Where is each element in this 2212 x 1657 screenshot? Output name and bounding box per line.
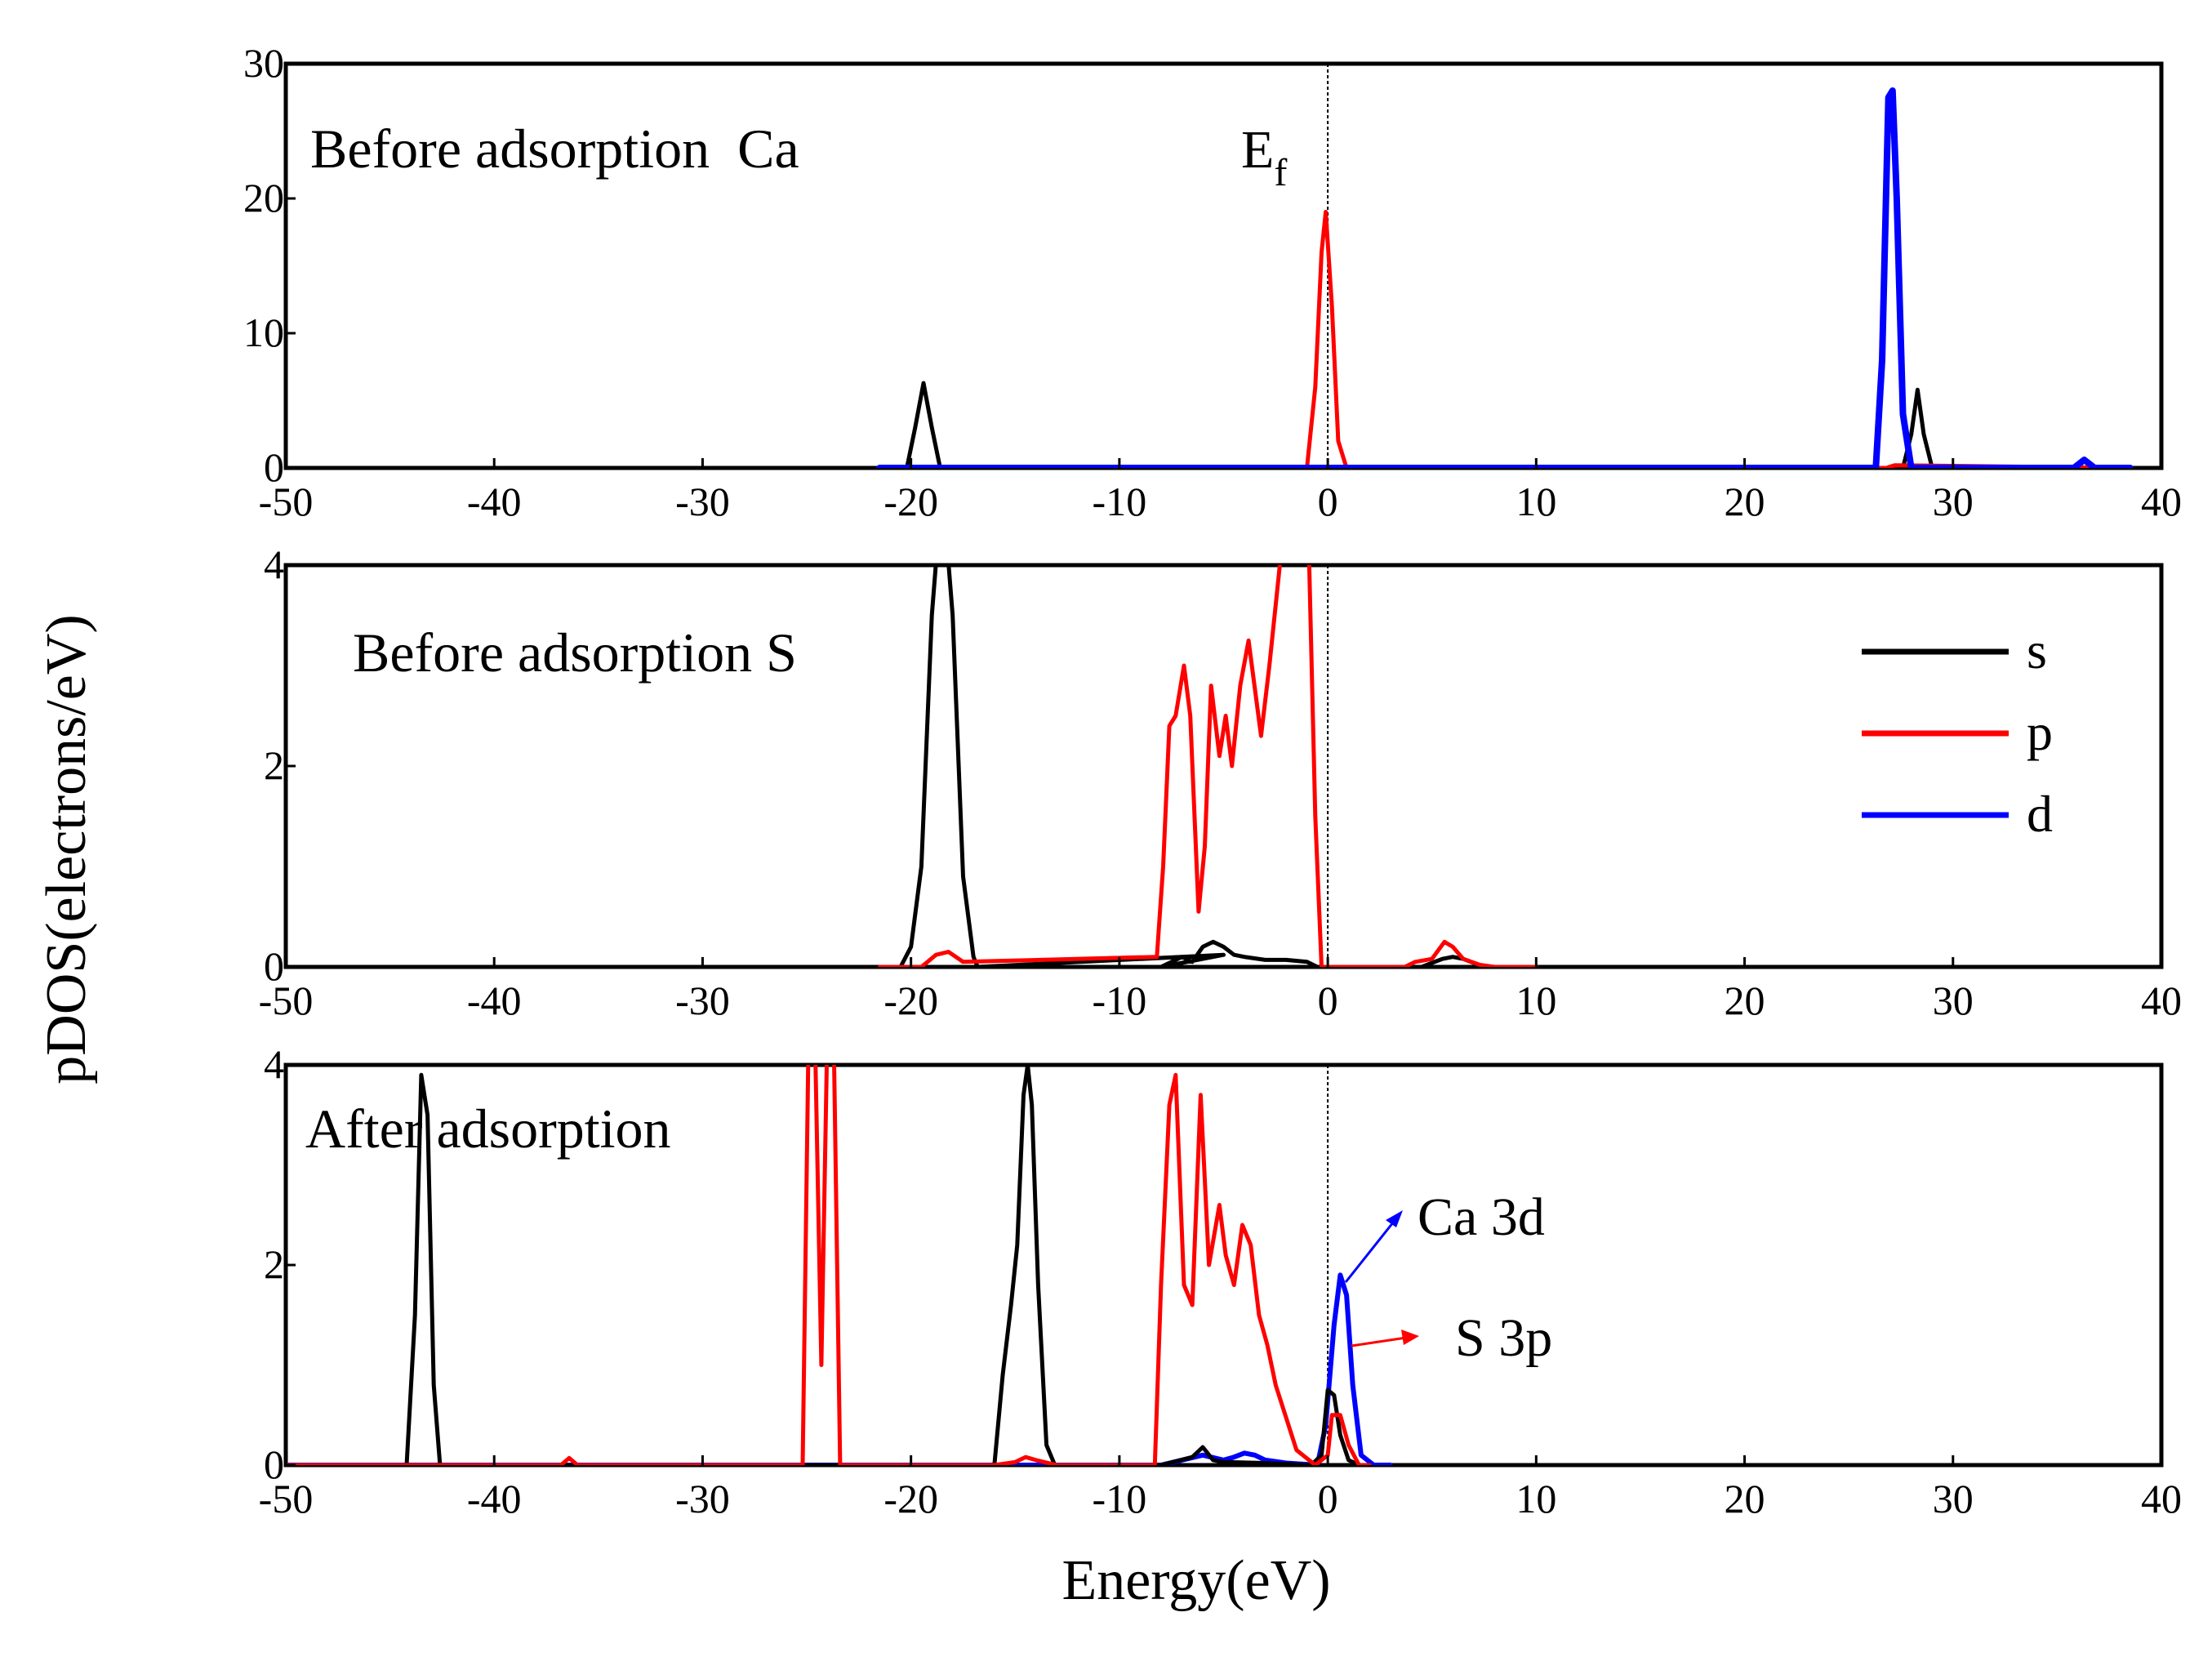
legend-label-p: p [2027, 703, 2053, 761]
x-tick-label: 0 [1318, 1476, 1338, 1521]
x-tick-label: -50 [259, 1476, 314, 1521]
panel-ca-before: -50 -40 -30 -20 -10 0 10 20 30 40 0 10 20 30 Before a… [243, 40, 2182, 524]
x-tick-label: 40 [2141, 1476, 2182, 1521]
x-tick-label: -50 [259, 978, 314, 1023]
x-tick-label: 30 [1933, 1476, 1974, 1521]
panel-after: -50 -40 -30 -20 -10 0 10 20 30 40 0 2 4 After adsorp… [259, 1041, 2182, 1521]
y-tick-label: 0 [264, 1441, 284, 1487]
x-tick-label: -40 [467, 978, 522, 1023]
annotation-label-s-3p: S 3p [1455, 1308, 1552, 1368]
ticks-layer: -50 -40 -30 -20 -10 0 10 20 30 40 0 10 20 30 [243, 40, 2182, 524]
x-tick-label: -30 [675, 479, 730, 524]
x-tick-label: -10 [1093, 479, 1147, 524]
series-line-s [286, 1065, 1372, 1465]
ticks-layer: -50 -40 -30 -20 -10 0 10 20 30 40 0 2 4 [259, 1041, 2182, 1521]
legend-label-s: s [2027, 621, 2047, 679]
fermi-level-label: Ef [1241, 120, 1287, 194]
series-line-d [876, 87, 2134, 468]
y-tick-label: 2 [264, 742, 284, 788]
x-tick-label: -10 [1093, 978, 1147, 1023]
x-tick-label: -30 [675, 978, 730, 1023]
series-layer [877, 565, 1538, 967]
x-tick-label: 20 [1725, 1476, 1765, 1521]
series-line-s [877, 381, 2133, 468]
x-tick-label: 20 [1725, 479, 1765, 524]
x-tick-label: 0 [1318, 978, 1338, 1023]
annotation-label-ca-3d: Ca 3d [1418, 1187, 1545, 1247]
fermi-level-label-sub: f [1274, 151, 1287, 194]
x-tick-label: -30 [675, 1476, 730, 1521]
series-line-p [877, 565, 1538, 967]
x-tick-label: -10 [1093, 1476, 1147, 1521]
x-tick-label: 20 [1725, 978, 1765, 1023]
y-tick-label: 2 [264, 1241, 284, 1287]
x-tick-label: 30 [1933, 479, 1974, 524]
annotation-arrow-s-3p [1351, 1336, 1407, 1347]
panel-s-before: -50 -40 -30 -20 -10 0 10 20 30 40 0 2 4 Before adsor… [259, 541, 2182, 1023]
x-tick-label: 0 [1318, 479, 1338, 524]
x-tick-label: 10 [1515, 479, 1556, 524]
y-tick-label: 4 [264, 541, 284, 587]
x-tick-label: 10 [1515, 1476, 1556, 1521]
series-layer [876, 64, 2134, 468]
panel-title: Before adsorption Ca [310, 118, 799, 180]
x-tick-label: 30 [1933, 978, 1974, 1023]
ticks-layer: -50 -40 -30 -20 -10 0 10 20 30 40 0 2 4 [259, 541, 2182, 1023]
x-tick-label: 40 [2141, 978, 2182, 1023]
y-tick-label: 0 [264, 444, 284, 490]
y-tick-label: 20 [243, 175, 284, 220]
series-line-s [877, 565, 1497, 967]
annotation-arrow-ca-3d [1344, 1218, 1398, 1283]
annotation-arrowhead-ca-3d [1386, 1210, 1403, 1227]
fermi-level-label-main: E [1241, 120, 1274, 180]
annotation-s-3p: S 3p [1351, 1308, 1552, 1368]
panel-title: Before adsorption S [353, 621, 797, 684]
y-tick-label: 10 [243, 310, 284, 355]
series-layer [286, 1065, 1393, 1465]
x-tick-label: -20 [883, 479, 938, 524]
x-tick-label: -50 [259, 479, 314, 524]
x-axis-title: Energy(eV) [1061, 1549, 1330, 1612]
annotation-ca-3d: Ca 3d [1344, 1187, 1545, 1283]
x-tick-label: -40 [467, 479, 522, 524]
y-tick-label: 4 [264, 1041, 284, 1087]
x-tick-label: -20 [883, 1476, 938, 1521]
y-axis-title: pDOS(electrons/eV) [35, 614, 98, 1084]
legend-label-d: d [2027, 785, 2053, 843]
x-tick-label: 10 [1515, 978, 1556, 1023]
legend: s p d [1862, 621, 2053, 843]
y-tick-label: 30 [243, 40, 284, 86]
x-tick-label: -20 [883, 978, 938, 1023]
y-tick-label: 0 [264, 943, 284, 989]
x-tick-label: 40 [2141, 479, 2182, 524]
series-line-p [877, 210, 2133, 468]
series-line-p [286, 1065, 1372, 1465]
panel-title: After adsorption [305, 1098, 671, 1160]
x-tick-label: -40 [467, 1476, 522, 1521]
annotation-arrowhead-s-3p [1401, 1330, 1419, 1345]
